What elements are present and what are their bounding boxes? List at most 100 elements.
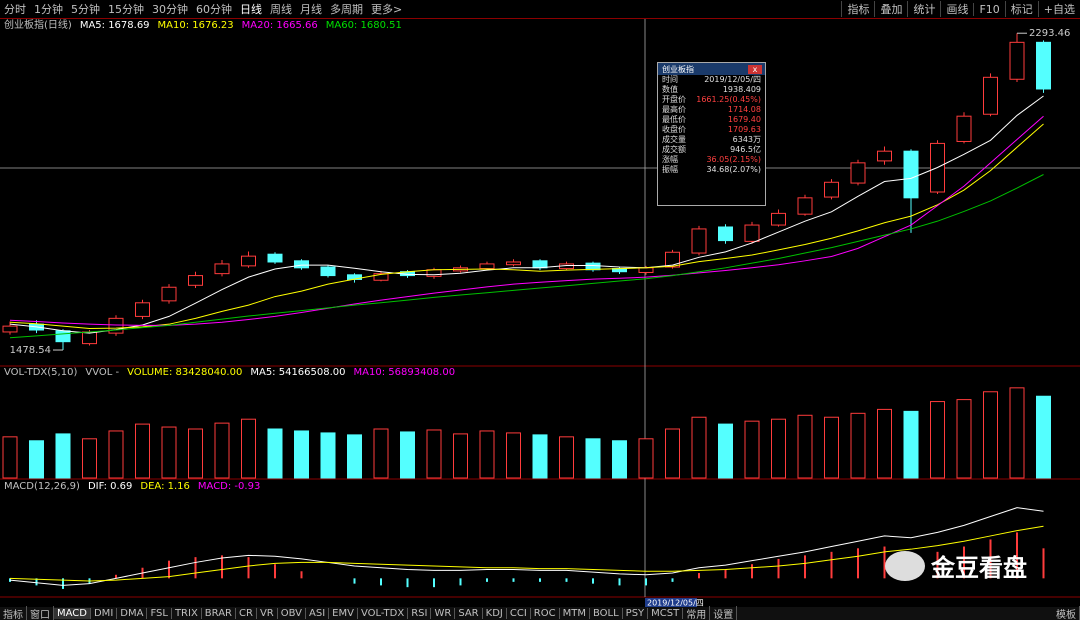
period-button[interactable]: 多周期 — [330, 3, 363, 16]
period-button[interactable]: 60分钟 — [196, 3, 232, 16]
candle-body — [426, 269, 442, 277]
tool-button[interactable]: 画线 — [940, 1, 973, 17]
popup-header: 创业板指 x — [658, 63, 765, 75]
tool-button[interactable]: +自选 — [1037, 1, 1080, 17]
wechat-icon — [885, 550, 925, 581]
indicator-tab[interactable]: FSL — [147, 608, 172, 619]
indicator-tab[interactable]: 常用 — [683, 606, 711, 620]
indicator-tab[interactable]: BRAR — [202, 608, 236, 619]
popup-row: 成交量 6343万 — [658, 135, 765, 145]
ma-line — [9, 174, 1044, 339]
indicator-tab[interactable]: OBV — [278, 608, 306, 619]
volume-bar — [400, 431, 415, 479]
indicator-tab[interactable]: TRIX — [172, 608, 202, 619]
row-label: 涨幅 — [662, 155, 678, 164]
candle-body — [188, 275, 203, 286]
indicator-tab[interactable]: SAR — [455, 608, 483, 619]
volume-bar — [506, 432, 521, 479]
template-tab[interactable]: 模板 — [1053, 606, 1080, 620]
legend-item: MA60: 1680.51 — [326, 20, 402, 31]
candle-body — [744, 224, 760, 242]
volume-bar — [877, 408, 892, 479]
watermark-text: 金豆看盘 — [931, 554, 1027, 582]
legend-item: DEA: 1.16 — [140, 481, 190, 492]
indicator-tabs: 指标 窗口 MACD DMI DMA FSL TRIX BRAR CR VR OBV ASI EMV VO… — [0, 606, 1080, 620]
volume-bar — [744, 420, 760, 479]
indicator-tab[interactable]: EMV — [329, 608, 358, 619]
low-annotation: 1478.54 — [10, 345, 51, 356]
indicator-tab[interactable]: MCST — [648, 608, 684, 619]
tool-button[interactable]: 标记 — [1004, 1, 1038, 17]
volume-bar — [532, 434, 548, 479]
row-value: 946.5亿 — [730, 145, 761, 154]
period-button[interactable]: 1分钟 — [34, 3, 63, 16]
period-button[interactable]: 月线 — [300, 3, 322, 16]
volume-bar — [797, 414, 813, 479]
candle-body — [479, 263, 495, 270]
candle-body — [108, 317, 124, 334]
tool-button[interactable]: 叠加 — [874, 1, 907, 17]
legend-item: VOLUME: 83428040.00 — [127, 367, 242, 378]
cursor-date: 2019/12/05/四 — [647, 599, 704, 608]
period-button[interactable]: 更多> — [371, 3, 403, 16]
indicator-tab[interactable]: MACD — [54, 608, 91, 619]
tool-button[interactable]: 统计 — [907, 1, 940, 17]
row-value: 1661.25(0.45%) — [696, 95, 761, 104]
indicator-tab[interactable]: WR — [431, 608, 456, 619]
popup-row: 数值 1938.409 — [658, 85, 765, 95]
candle-body — [824, 181, 839, 198]
ma-line — [9, 95, 1044, 334]
popup-row: 最高价 1714.08 — [658, 105, 765, 115]
indicator-tab[interactable]: 设置 — [710, 606, 738, 620]
indicator-tab[interactable]: KDJ — [483, 608, 507, 619]
period-button[interactable]: 30分钟 — [152, 3, 188, 16]
period-button[interactable]: 分时 — [4, 3, 26, 16]
period-button[interactable]: 周线 — [270, 3, 292, 16]
period-toolbar: 分时 1分钟 5分钟 15分钟 30分钟 60分钟 日线 周线 月线 多周期 更多> — [0, 0, 1080, 19]
candle-body — [638, 267, 654, 273]
candle-body — [956, 115, 972, 142]
candle-body — [691, 228, 707, 254]
indicator-tab[interactable]: VOL-TDX — [358, 608, 409, 619]
indicator-tab[interactable]: 窗口 — [27, 606, 54, 620]
indicator-tab[interactable]: PSY — [623, 608, 649, 619]
indicator-tab[interactable]: ASI — [306, 608, 330, 619]
indicator-tab[interactable]: CR — [236, 608, 257, 619]
candle-body — [1009, 41, 1025, 80]
indicator-tab[interactable]: MTM — [560, 608, 590, 619]
row-label: 成交额 — [662, 145, 686, 154]
volume-bar — [850, 412, 866, 479]
volume-bar — [1009, 387, 1025, 479]
row-label: 数值 — [662, 85, 678, 94]
close-button[interactable]: x — [748, 64, 762, 74]
volume-bar — [188, 428, 203, 479]
volume-bar — [373, 428, 389, 479]
period-button[interactable]: 日线 — [240, 3, 262, 16]
candle-body — [665, 251, 680, 268]
legend-item: VVOL - — [85, 367, 119, 378]
indicator-tab[interactable]: DMI — [91, 608, 118, 619]
volume-bar — [161, 426, 177, 479]
volume-bar — [824, 416, 839, 479]
popup-row: 最低价 1679.40 — [658, 115, 765, 125]
tool-button[interactable]: F10 — [973, 2, 1004, 16]
volume-bar — [2, 436, 18, 479]
tool-button[interactable]: 指标 — [841, 1, 874, 17]
candle-body — [718, 226, 733, 242]
indicator-tab[interactable]: ROC — [531, 608, 560, 619]
indicator-tab[interactable]: RSI — [408, 608, 432, 619]
indicator-tab[interactable]: BOLL — [590, 608, 623, 619]
indicator-tab[interactable]: CCI — [507, 608, 531, 619]
macd-line — [9, 507, 1044, 586]
indicator-tab[interactable]: DMA — [117, 608, 148, 619]
period-button[interactable]: 15分钟 — [108, 3, 144, 16]
legend-item: MA10: 56893408.00 — [354, 367, 456, 378]
info-popup[interactable]: 创业板指 x 时间 2019/12/05/四 数值 1938.409 开盘价 1661.25… — [657, 62, 766, 206]
volume-bar — [691, 416, 707, 479]
period-button[interactable]: 5分钟 — [71, 3, 100, 16]
indicator-tab[interactable]: VR — [257, 608, 278, 619]
indicator-tab[interactable]: 指标 — [0, 606, 27, 620]
legend-item: MA5: 54166508.00 — [250, 367, 345, 378]
popup-title: 创业板指 — [662, 64, 694, 74]
